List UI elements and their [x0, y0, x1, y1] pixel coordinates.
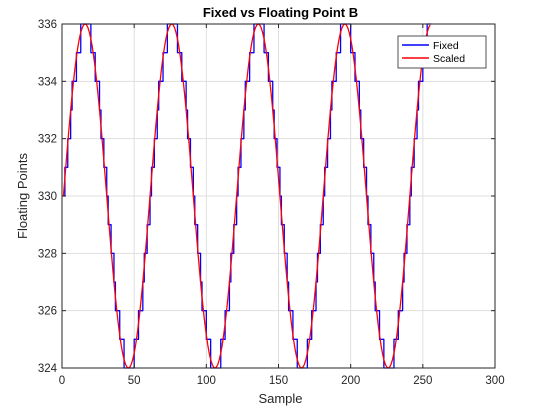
x-tick-label: 100 — [197, 375, 216, 387]
y-tick-label: 332 — [38, 134, 57, 146]
x-tick-label: 200 — [341, 375, 360, 387]
x-tick-label: 0 — [59, 375, 65, 387]
y-tick-label: 324 — [38, 363, 58, 375]
x-tick-label: 50 — [128, 375, 141, 387]
series-layer — [62, 23, 432, 369]
legend-box — [397, 35, 487, 69]
x-tick-label: 150 — [269, 375, 288, 387]
series-scaled-line — [62, 23, 431, 369]
legend-label-scaled: Scaled — [433, 53, 465, 65]
x-tick-label: 300 — [485, 375, 504, 387]
y-tick-label: 326 — [38, 306, 57, 318]
x-axis-label: Sample — [258, 391, 302, 406]
chart-title: Fixed vs Floating Point B — [203, 5, 358, 20]
y-tick-label: 336 — [38, 19, 57, 31]
y-tick-label: 330 — [38, 191, 57, 203]
y-ticks: 324 326 328 330 332 334 336 — [38, 19, 495, 375]
y-tick-label: 328 — [38, 248, 57, 260]
legend-label-fixed: Fixed — [433, 40, 459, 52]
x-tick-label: 250 — [413, 375, 432, 387]
y-tick-label: 334 — [38, 76, 58, 88]
x-ticks: 0 50 100 150 200 250 300 — [59, 24, 505, 387]
series-fixed-line — [63, 23, 432, 369]
y-axis-label: Floating Points — [15, 153, 30, 239]
